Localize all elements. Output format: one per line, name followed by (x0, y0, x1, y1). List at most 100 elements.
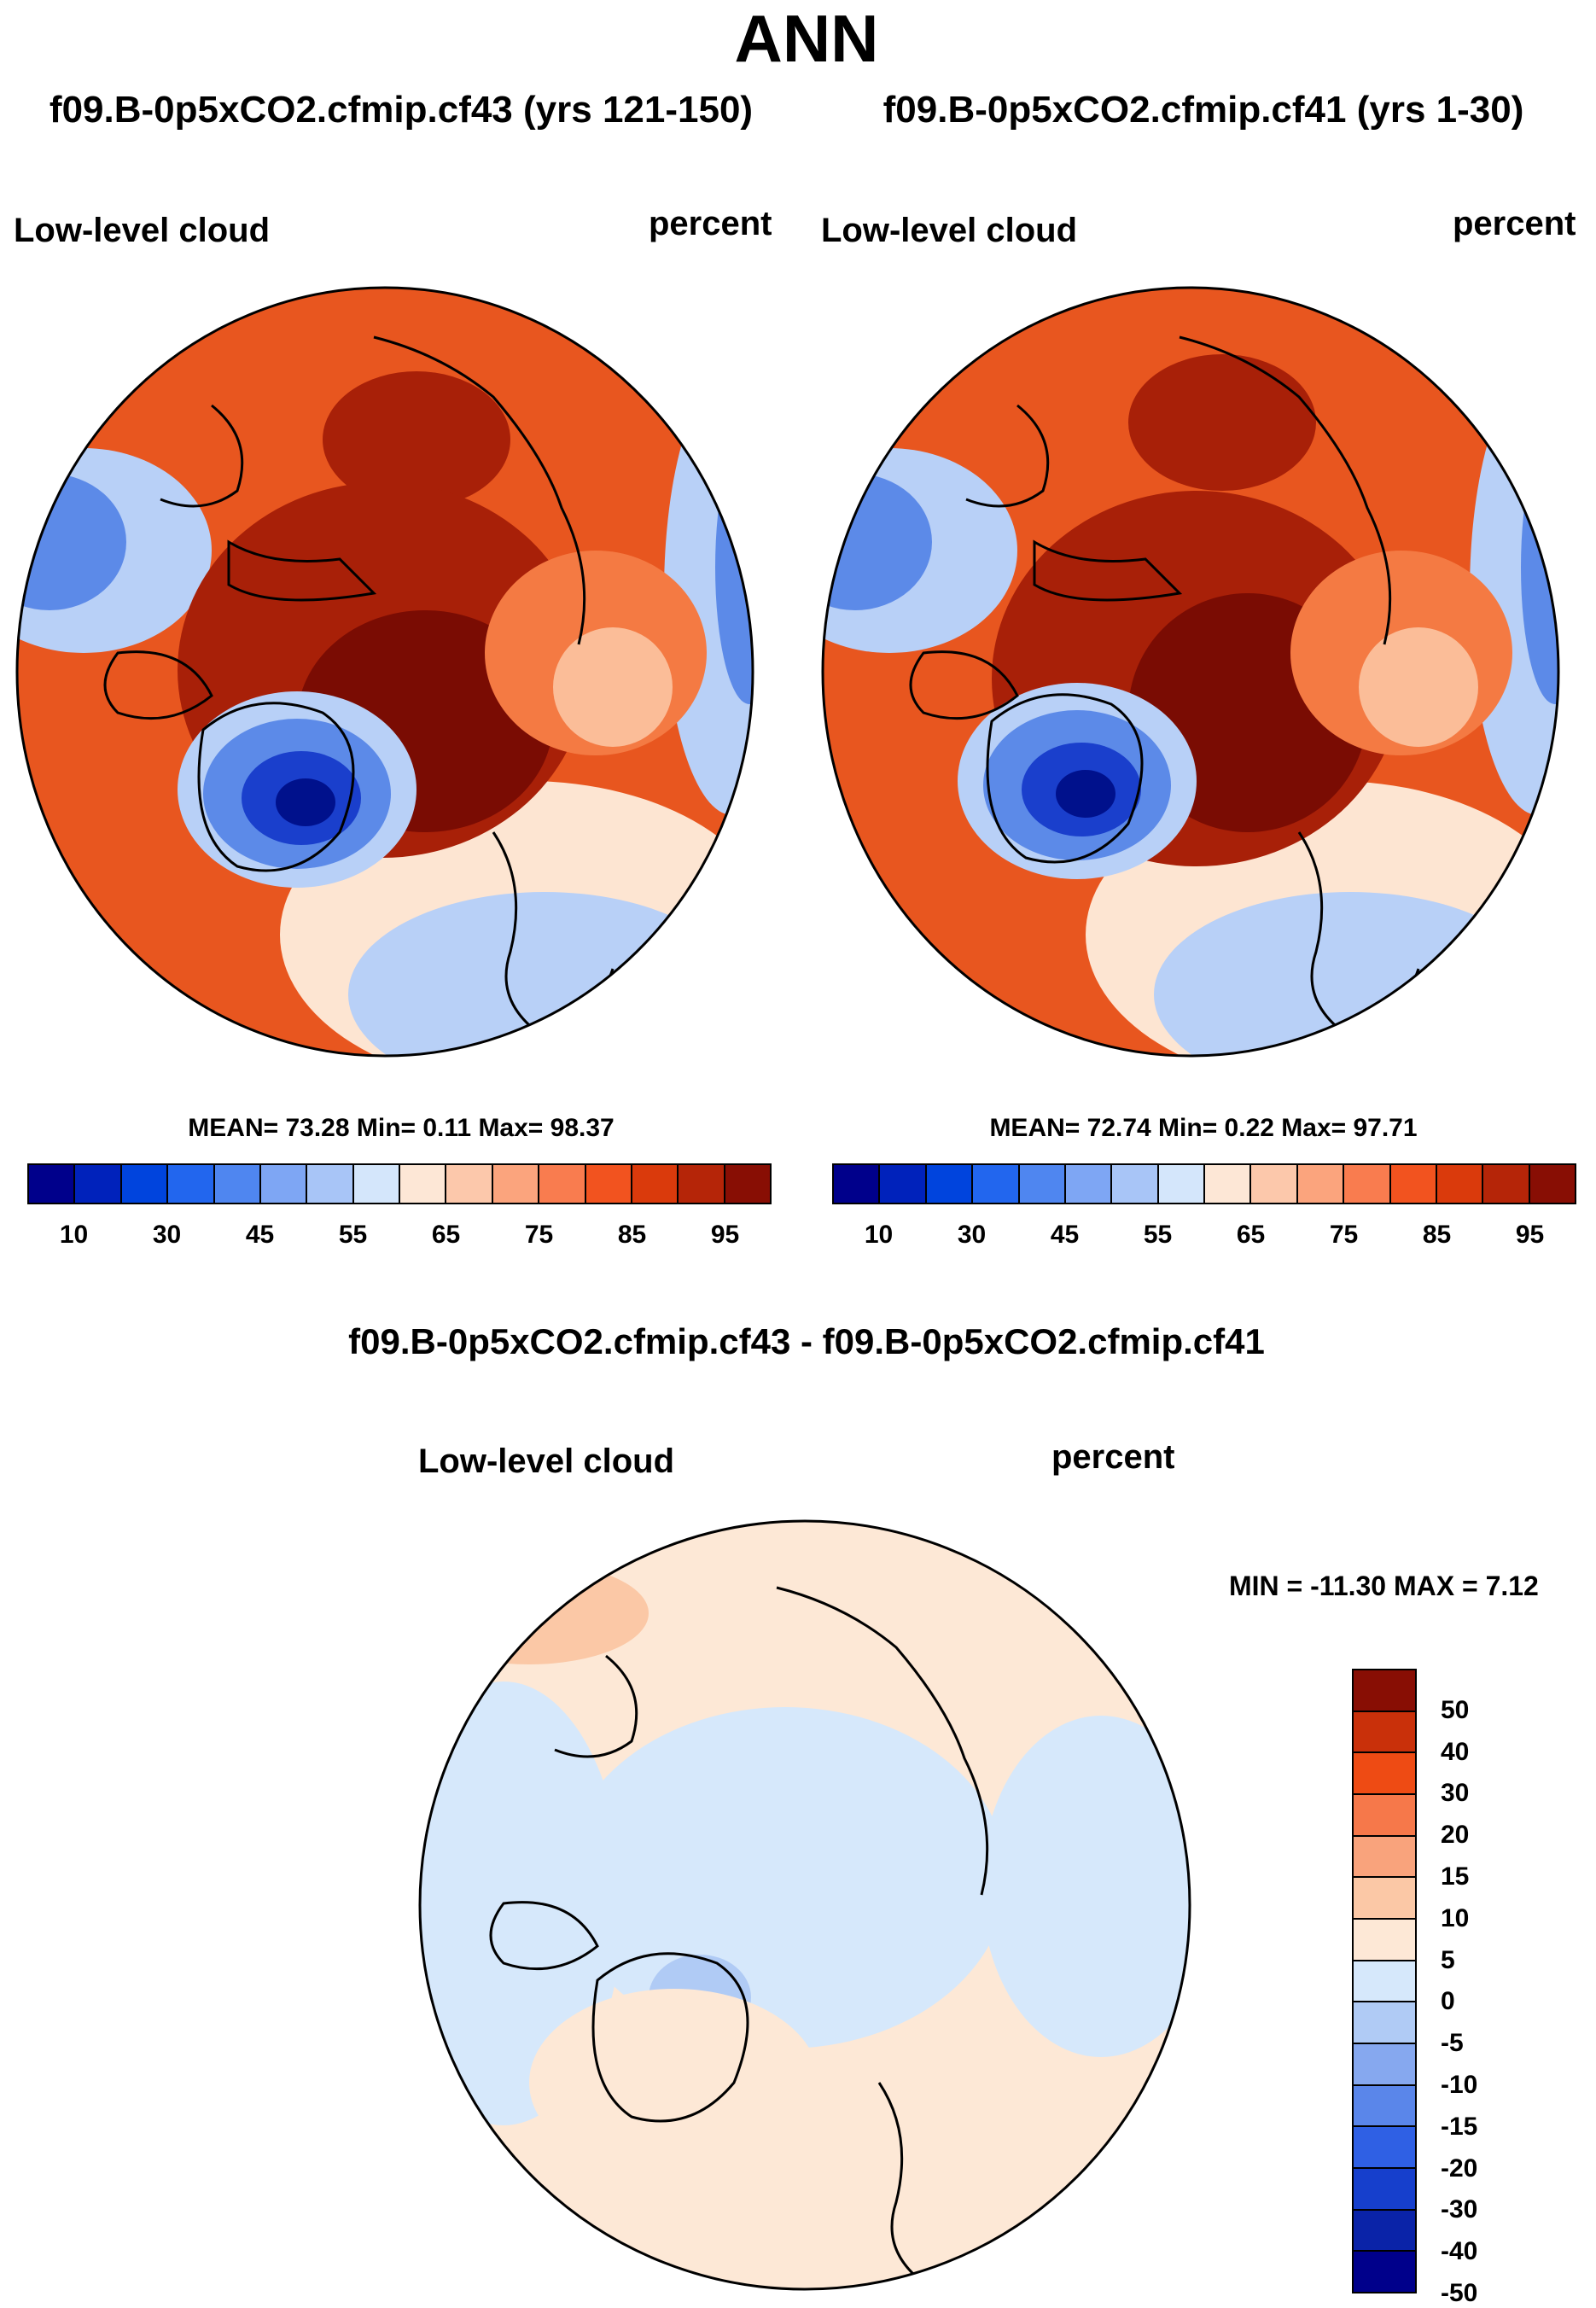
coast-greenland (591, 1952, 749, 2123)
colorbar-swatch (1529, 1165, 1575, 1203)
colorbar-swatch (400, 1165, 447, 1203)
difference-title: f09.B-0p5xCO2.cfmip.cf43 - f09.B-0p5xCO2… (348, 1321, 1265, 1361)
colorbar-swatch (1158, 1165, 1205, 1203)
colorbar-swatch (1205, 1165, 1252, 1203)
field-neg-east (981, 1716, 1190, 2057)
coast-siberia (1179, 335, 1392, 645)
left-stats: MEAN= 73.28 Min= 0.11 Max= 98.37 (188, 1114, 615, 1142)
coast-arctic-isles (1033, 539, 1183, 602)
colorbar-tick-label: 55 (1143, 1221, 1173, 1249)
coast-alaska (554, 1654, 638, 1758)
difference-map (418, 1519, 1191, 2291)
colorbar-swatch (1019, 1165, 1066, 1203)
colorbar-tick-label: 30 (1441, 1779, 1470, 1808)
diff-stats: MIN = -11.30 MAX = 7.12 (1229, 1571, 1539, 1601)
colorbar-tick-label: 10 (59, 1221, 89, 1249)
colorbar-swatch (1354, 2169, 1415, 2211)
colorbar-tick-label: 75 (1329, 1221, 1359, 1249)
colorbar-swatch (926, 1165, 974, 1203)
colorbar-swatch (1483, 1165, 1530, 1203)
coast-hudson-bay (103, 650, 213, 720)
colorbar-swatch (1354, 1753, 1415, 1796)
left-units-label: percent (649, 205, 772, 242)
colorbar-swatch (75, 1165, 122, 1203)
colorbar-tick-label: 30 (957, 1221, 987, 1249)
colorbar-swatch (307, 1165, 354, 1203)
colorbar-swatch (1354, 2210, 1415, 2253)
colorbar-swatch (1390, 1165, 1437, 1203)
colorbar-tick-label: 45 (245, 1221, 275, 1249)
coast-alaska (160, 404, 244, 508)
colorbar-swatch (492, 1165, 540, 1203)
colorbar-swatch (1436, 1165, 1484, 1203)
colorbar-tick-label: 5 (1441, 1945, 1455, 1974)
colorbar-swatch (1354, 1795, 1415, 1837)
colorbar-tick-label: -40 (1441, 2237, 1478, 2266)
field-dark-north (1128, 354, 1316, 491)
colorbar-swatch (834, 1165, 881, 1203)
colorbar-tick-label: 30 (152, 1221, 182, 1249)
coast-hudson-bay (909, 650, 1019, 720)
colorbar-swatch (121, 1165, 169, 1203)
colorbar-swatch (1354, 1920, 1415, 1961)
field-pos-greenland (529, 1989, 819, 2177)
colorbar-swatch (1354, 2127, 1415, 2170)
colorbar-swatch (880, 1165, 927, 1203)
colorbar-tick-label: 75 (524, 1221, 554, 1249)
right-colorbar (832, 1163, 1576, 1204)
colorbar-tick-label: 85 (1422, 1221, 1452, 1249)
colorbar-swatch (1344, 1165, 1391, 1203)
colorbar-swatch (1354, 2085, 1415, 2128)
colorbar-swatch (1354, 1961, 1415, 2003)
coast-greenland (197, 702, 355, 872)
difference-colorbar (1352, 1669, 1417, 2293)
field-light-east (1359, 627, 1478, 747)
right-case-title: f09.B-0p5xCO2.cfmip.cf41 (yrs 1-30) (882, 89, 1524, 131)
colorbar-tick-label: 95 (710, 1221, 740, 1249)
colorbar-tick-label: 65 (431, 1221, 461, 1249)
right-map-field (823, 288, 1558, 1056)
main-title: ANN (734, 1, 879, 76)
colorbar-tick-label: 55 (338, 1221, 368, 1249)
field-dark-north (323, 371, 510, 508)
coast-arctic-isles (227, 539, 377, 602)
coast-siberia (373, 335, 586, 645)
colorbar-swatch (679, 1165, 725, 1203)
colorbar-tick-label: -30 (1441, 2195, 1478, 2224)
colorbar-tick-label: 0 (1441, 1987, 1455, 2016)
colorbar-swatch (1354, 2002, 1415, 2045)
colorbar-swatch (1112, 1165, 1159, 1203)
left-map (15, 286, 754, 1058)
field-greenland-center (1056, 770, 1115, 818)
colorbar-tick-label: -5 (1441, 2029, 1464, 2058)
colorbar-tick-label: -15 (1441, 2112, 1478, 2141)
colorbar-tick-label: 65 (1236, 1221, 1266, 1249)
colorbar-tick-label: 95 (1515, 1221, 1545, 1249)
coast-alaska (965, 404, 1050, 508)
colorbar-swatch (539, 1165, 586, 1203)
difference-map-field (420, 1521, 1190, 2289)
colorbar-tick-label: -50 (1441, 2279, 1478, 2307)
left-variable-label: Low-level cloud (14, 212, 271, 249)
right-map (821, 286, 1560, 1058)
diff-units-label: percent (1051, 1438, 1175, 1476)
colorbar-swatch (1065, 1165, 1113, 1203)
colorbar-tick-label: 10 (864, 1221, 894, 1249)
field-greenland-center (276, 778, 335, 826)
colorbar-swatch (260, 1165, 308, 1203)
colorbar-tick-label: 45 (1050, 1221, 1080, 1249)
right-map-border (821, 286, 1560, 1058)
right-variable-label: Low-level cloud (821, 212, 1078, 249)
colorbar-swatch (1354, 1878, 1415, 1920)
field-pos-northwest (420, 1562, 649, 1664)
colorbar-swatch (214, 1165, 261, 1203)
right-units-label: percent (1453, 205, 1576, 242)
coast-greenland (986, 693, 1144, 864)
colorbar-swatch (1354, 1836, 1415, 1879)
right-stats: MEAN= 72.74 Min= 0.22 Max= 97.71 (989, 1114, 1418, 1142)
colorbar-swatch (585, 1165, 632, 1203)
colorbar-tick-label: 40 (1441, 1737, 1470, 1766)
colorbar-swatch (29, 1165, 76, 1203)
colorbar-swatch (1354, 1711, 1415, 1754)
left-case-title: f09.B-0p5xCO2.cfmip.cf43 (yrs 121-150) (49, 89, 754, 131)
